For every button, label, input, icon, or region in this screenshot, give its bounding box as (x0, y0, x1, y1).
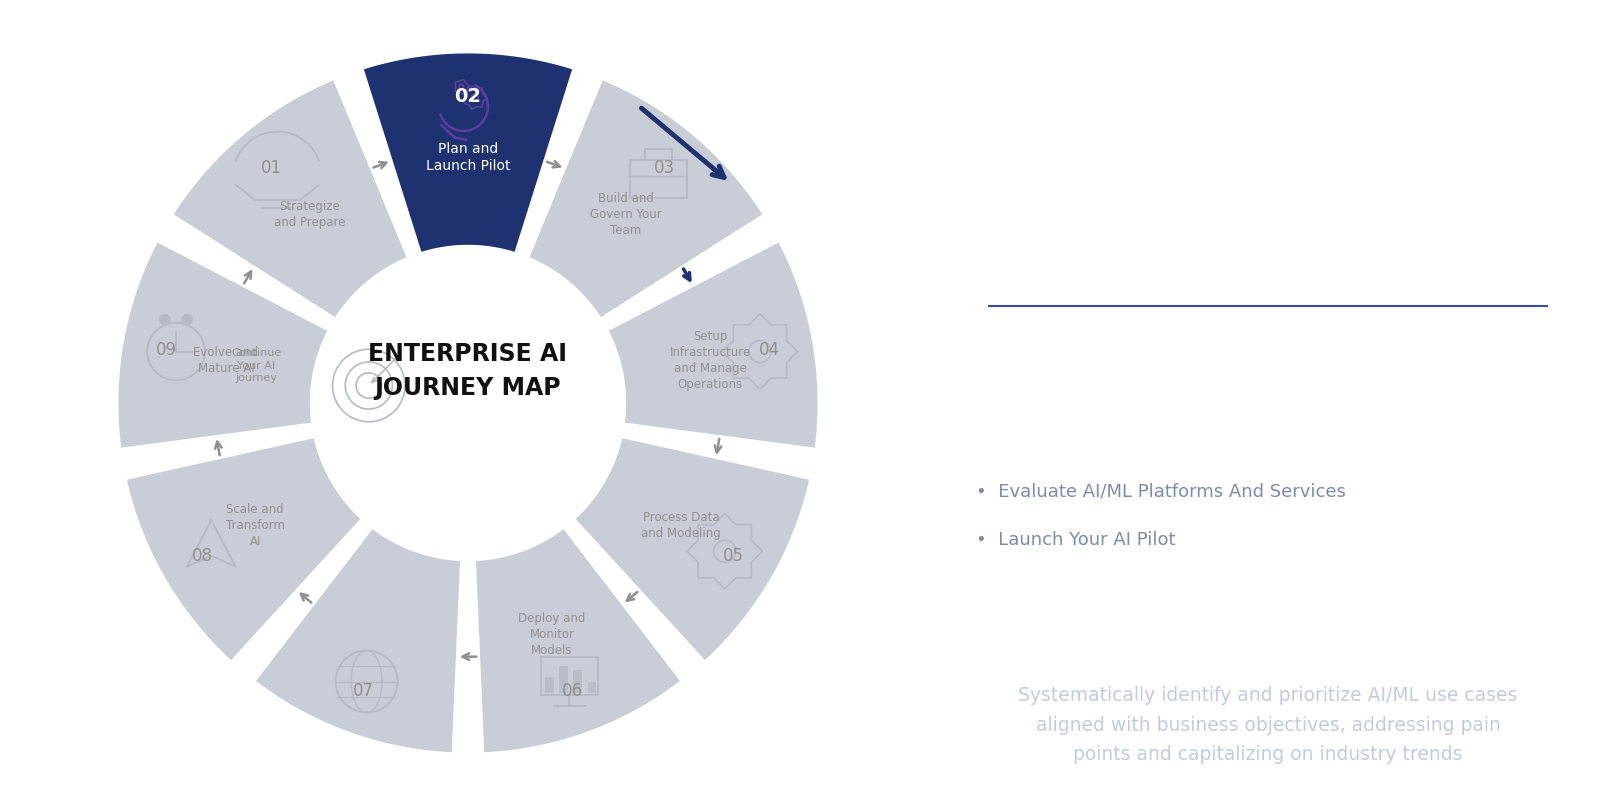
Text: Continue
Your AI
journey: Continue Your AI journey (230, 348, 282, 383)
Circle shape (182, 314, 192, 325)
Text: 01: 01 (261, 160, 282, 177)
Polygon shape (254, 528, 461, 754)
Text: 06: 06 (562, 682, 584, 700)
Text: 05: 05 (723, 547, 744, 565)
Text: ENTERPRISE AI
JOURNEY MAP: ENTERPRISE AI JOURNEY MAP (368, 342, 568, 400)
Polygon shape (574, 437, 810, 662)
Text: •  Evaluate AI/ML Platforms And Services: • Evaluate AI/ML Platforms And Services (976, 483, 1346, 501)
Text: Plan and Launch: Plan and Launch (1133, 341, 1403, 368)
Text: •  Launch Your AI Pilot: • Launch Your AI Pilot (976, 531, 1176, 549)
Polygon shape (117, 241, 328, 449)
Circle shape (160, 314, 170, 325)
Bar (573, 671, 582, 692)
Text: 03: 03 (654, 160, 675, 177)
Polygon shape (173, 79, 408, 318)
Polygon shape (126, 437, 362, 662)
Text: Strategize
and Prepare: Strategize and Prepare (274, 200, 346, 229)
Bar (541, 657, 598, 695)
Text: Evolve and
Mature AI: Evolve and Mature AI (194, 346, 259, 375)
Text: Setup
Infrastructure
and Manage
Operations: Setup Infrastructure and Manage Operatio… (669, 330, 750, 391)
Text: Scale and
Transform
AI: Scale and Transform AI (226, 504, 285, 548)
Text: Deploy and
Monitor
Models: Deploy and Monitor Models (518, 612, 586, 657)
Text: 04: 04 (758, 341, 781, 359)
Text: Systematically identify and prioritize AI/ML use cases
aligned with business obj: Systematically identify and prioritize A… (1018, 687, 1518, 764)
Polygon shape (475, 528, 682, 754)
Polygon shape (363, 52, 573, 253)
Polygon shape (528, 79, 763, 318)
Polygon shape (608, 241, 819, 449)
Text: Plan and
Launch Pilot: Plan and Launch Pilot (426, 142, 510, 172)
Bar (587, 682, 597, 692)
Text: 02: 02 (454, 87, 482, 106)
Bar (630, 160, 688, 198)
Bar (558, 666, 568, 692)
Text: 08: 08 (192, 547, 213, 565)
Text: 09: 09 (155, 341, 178, 359)
Text: Process Data
and Modeling: Process Data and Modeling (642, 512, 720, 540)
Bar (546, 677, 554, 692)
Text: Build and
Govern Your
Team: Build and Govern Your Team (590, 192, 662, 237)
Text: 07: 07 (352, 682, 374, 700)
Text: •  Identify Use Cases for Your AI/ML Project: • Identify Use Cases for Your AI/ML Proj… (976, 418, 1502, 437)
Text: Objective: Objective (1202, 617, 1334, 641)
